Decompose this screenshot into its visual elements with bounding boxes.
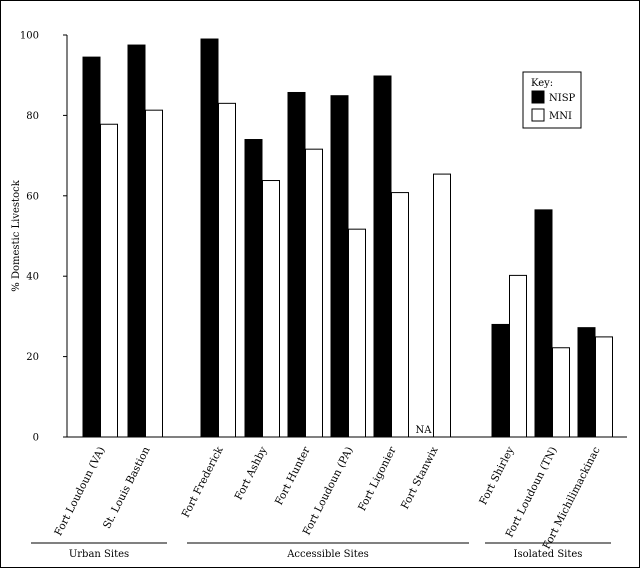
bar-mni [305, 148, 323, 438]
bar-mni [145, 109, 163, 438]
bar-nisp [127, 44, 146, 438]
bar-nisp [287, 91, 306, 438]
missing-value-label: NA [416, 425, 433, 436]
bar-mni [100, 123, 118, 438]
bar-mni [218, 102, 236, 438]
bar-nisp [82, 56, 101, 438]
category-label: Fort Loudoun (VA) [52, 445, 107, 538]
bar-nisp [491, 323, 510, 438]
y-tick-label: 100 [20, 31, 39, 42]
group-label: Urban Sites [69, 549, 129, 560]
category-label: St. Louis Bastion [101, 445, 153, 531]
bar-mni [433, 173, 451, 438]
y-tick-label: 0 [33, 433, 39, 444]
bar-nisp [244, 139, 263, 438]
y-tick-label: 60 [26, 191, 39, 202]
bar-mni [552, 347, 570, 438]
legend-swatch [531, 108, 545, 122]
bars: NA [82, 38, 613, 438]
y-axis-label: % Domestic Livestock [11, 179, 22, 291]
group-label: Accessible Sites [286, 549, 369, 560]
bar-mni [509, 274, 527, 438]
legend-label: NISP [549, 93, 576, 104]
category-label: Fort Ashby [233, 445, 270, 502]
bar-mni [391, 192, 409, 438]
bar-nisp [330, 95, 349, 438]
category-label: Fort Frederick [180, 444, 226, 519]
bar-mni [595, 336, 613, 438]
bar-nisp [373, 75, 392, 438]
y-tick-label: 80 [26, 111, 39, 122]
bar-mni [262, 180, 280, 438]
category-label: Fort Shirley [477, 445, 517, 507]
legend: Key: NISP MNI [522, 71, 582, 129]
y-tick-label: 20 [26, 352, 39, 363]
category-label: Fort Hunter [273, 444, 313, 507]
legend-label: MNI [549, 111, 572, 122]
bar-mni [348, 228, 366, 438]
category-label: Fort Ligonier [356, 444, 399, 513]
site-groups: Urban Sites Accessible Sites Isolated Site… [31, 542, 611, 560]
legend-title: Key: [531, 78, 553, 89]
category-label: Fort Stanwix [399, 445, 441, 511]
bar-nisp [577, 327, 596, 438]
y-tick-label: 40 [26, 272, 39, 283]
group-label: Isolated Sites [514, 549, 583, 560]
legend-swatch [531, 90, 545, 104]
bar-nisp [534, 209, 553, 438]
category-labels: Fort Loudoun (VA)St. Louis Bastion Fort F… [52, 444, 602, 551]
category-label: Fort Loudoun (PA) [301, 445, 356, 537]
bar-nisp [200, 38, 219, 438]
